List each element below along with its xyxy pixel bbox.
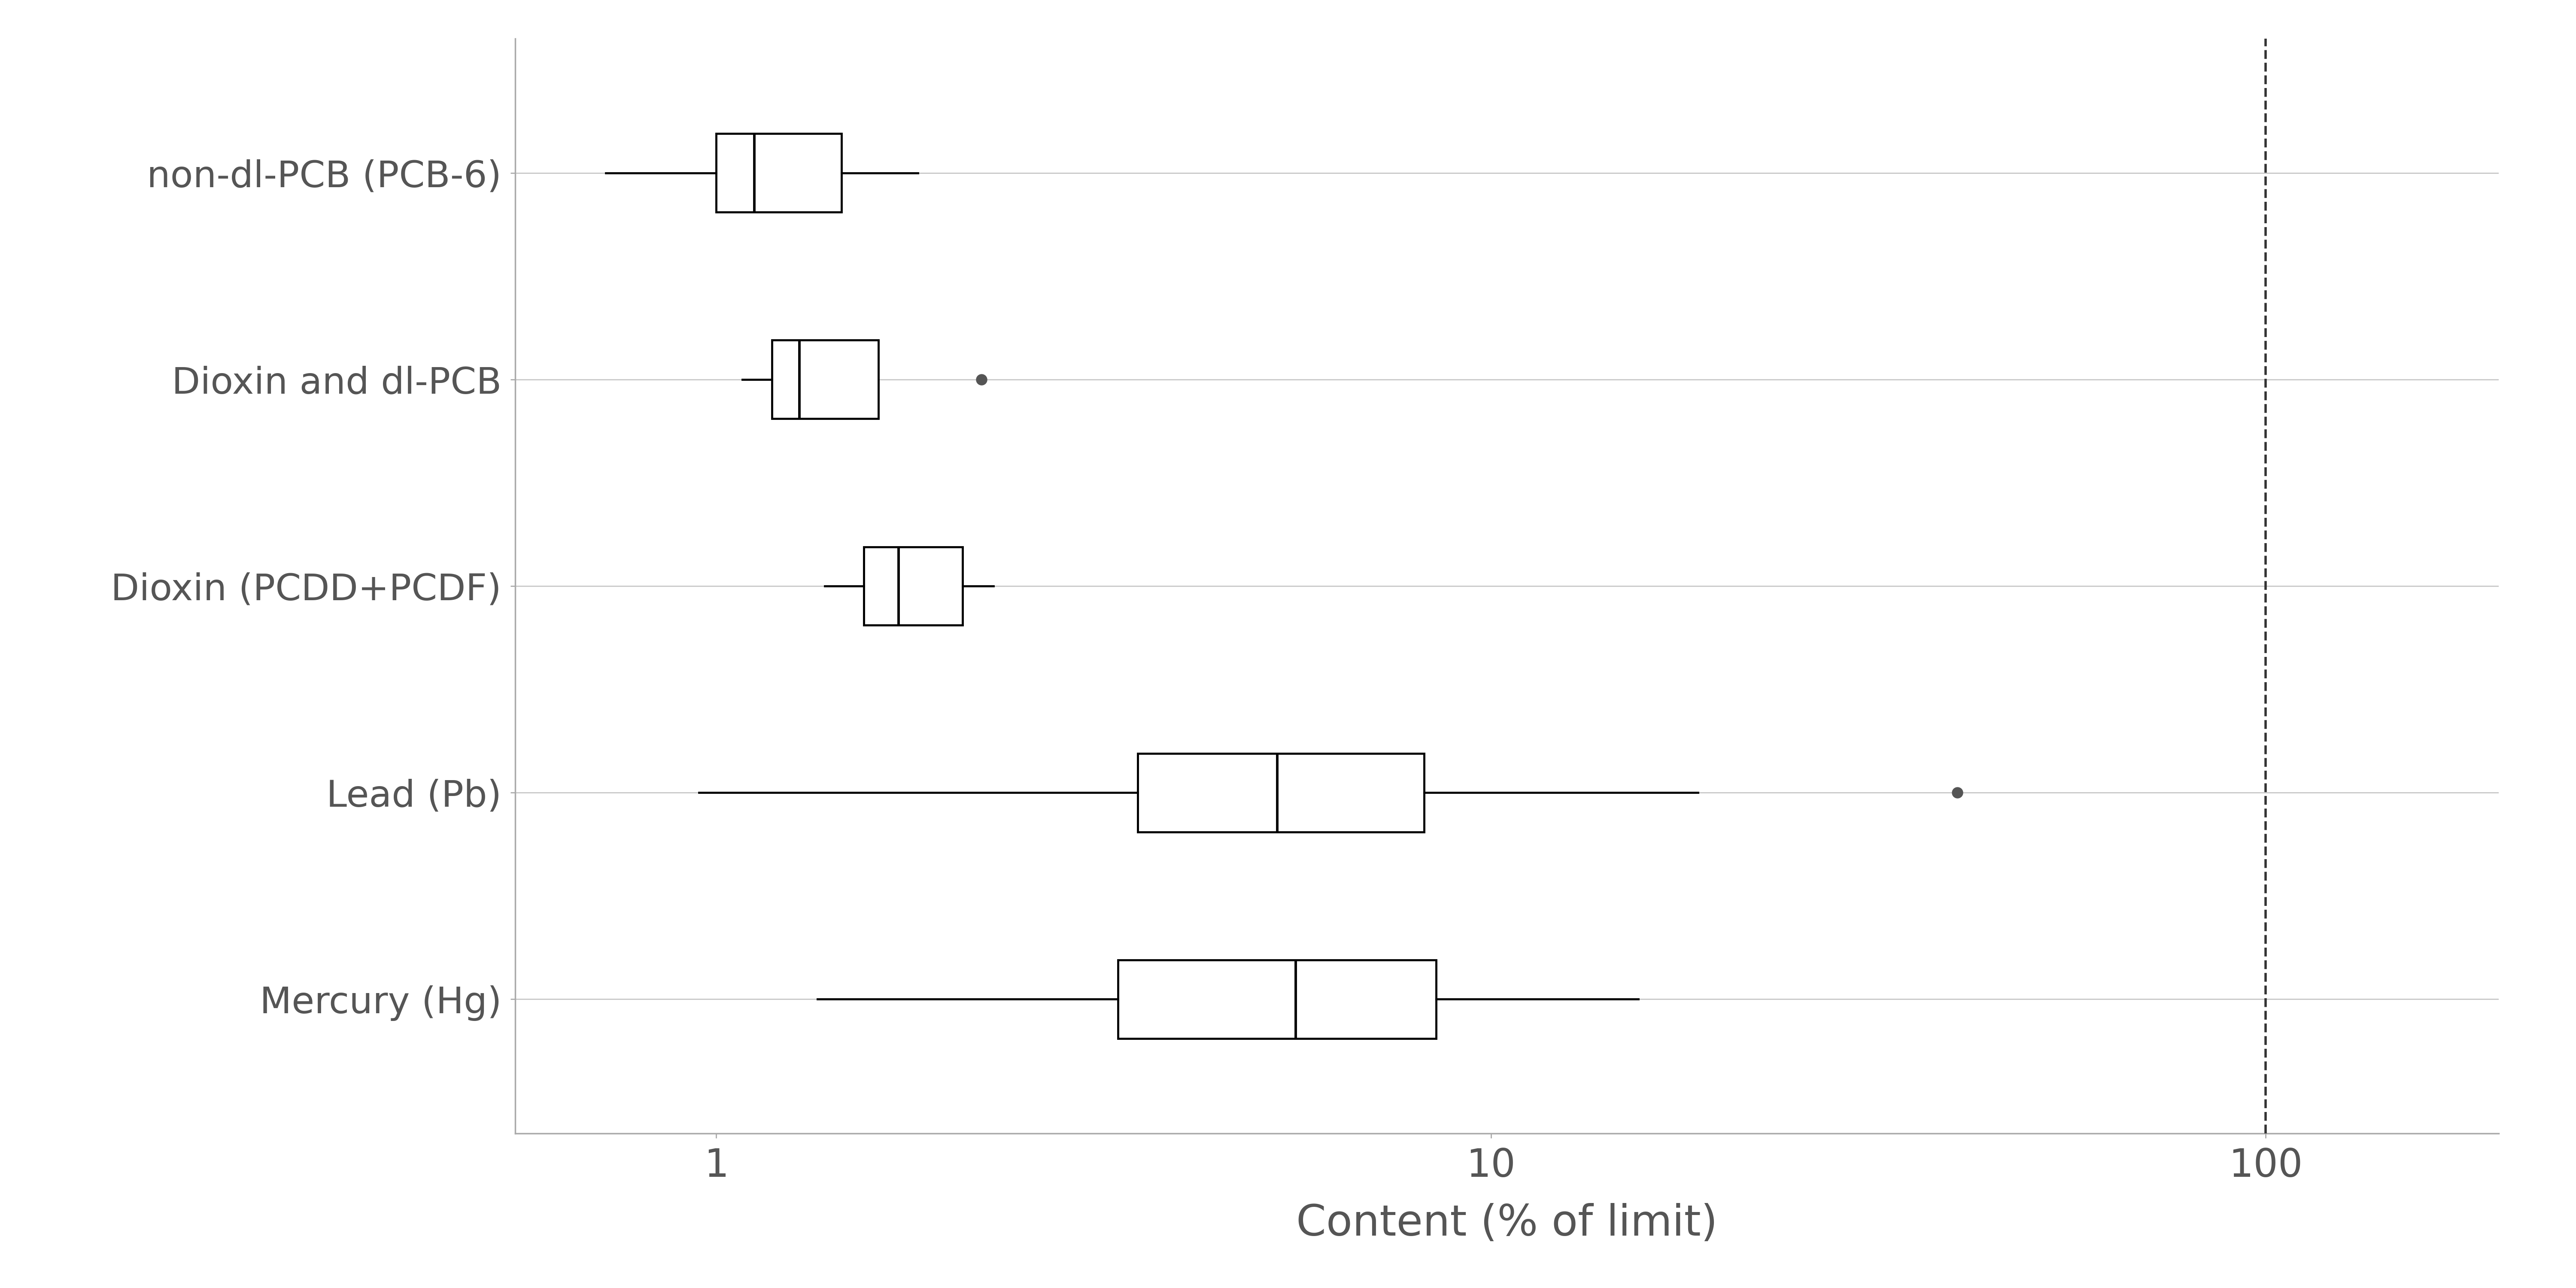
PathPatch shape	[716, 134, 842, 213]
PathPatch shape	[863, 547, 963, 625]
X-axis label: Content (% of limit): Content (% of limit)	[1296, 1203, 1718, 1244]
PathPatch shape	[1118, 960, 1437, 1038]
PathPatch shape	[773, 340, 878, 419]
PathPatch shape	[1139, 753, 1425, 832]
